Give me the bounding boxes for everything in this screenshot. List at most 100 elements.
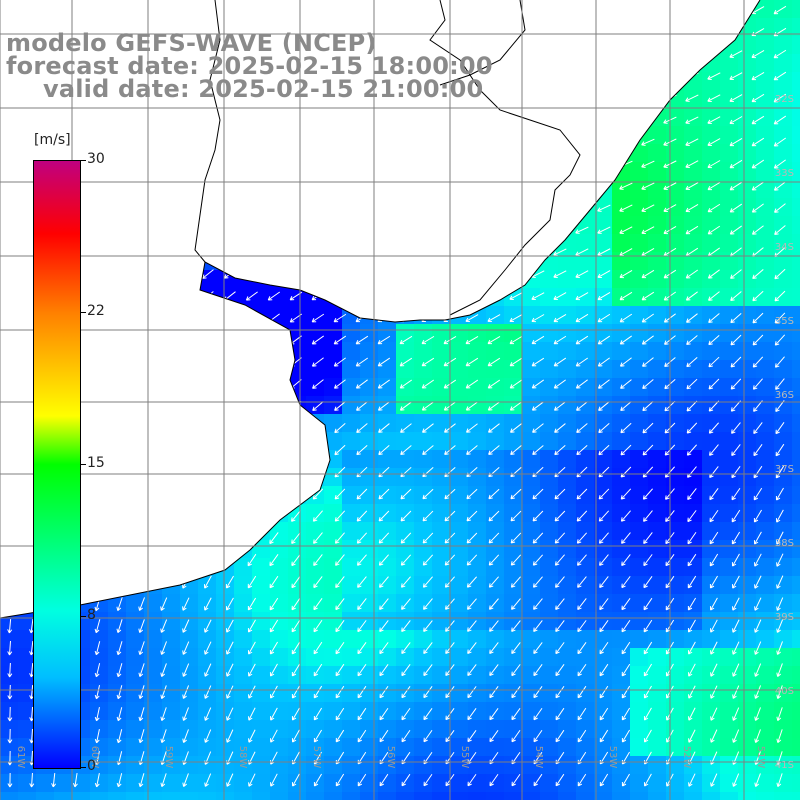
wind-arrow xyxy=(575,313,589,323)
field-cell xyxy=(450,612,468,630)
field-cell xyxy=(486,666,504,684)
field-cell xyxy=(792,162,800,180)
field-cell xyxy=(360,702,378,720)
field-cell xyxy=(576,432,594,450)
field-cell xyxy=(378,684,396,702)
wind-arrow xyxy=(160,773,167,788)
wind-arrow xyxy=(753,422,763,435)
field-cell xyxy=(738,486,756,504)
wind-arrow xyxy=(775,378,785,390)
wind-arrow xyxy=(531,292,545,301)
field-cell xyxy=(576,396,594,414)
field-cell xyxy=(738,162,756,180)
field-cell xyxy=(648,252,666,270)
field-cell xyxy=(180,792,198,800)
wind-arrow xyxy=(751,203,764,213)
field-cell xyxy=(396,594,414,612)
field-cell xyxy=(630,216,648,234)
field-cell xyxy=(414,576,432,594)
wind-arrow xyxy=(182,773,189,787)
field-cell xyxy=(774,522,792,540)
field-cell xyxy=(378,666,396,684)
field-cell xyxy=(756,288,774,306)
field-cell xyxy=(324,468,342,486)
field-cell xyxy=(522,432,540,450)
wind-arrow xyxy=(334,423,346,434)
field-cell xyxy=(252,630,270,648)
wind-arrow xyxy=(619,335,632,345)
wind-arrow xyxy=(776,729,783,744)
field-cell xyxy=(630,324,648,342)
wind-arrow xyxy=(776,531,784,545)
field-cell xyxy=(648,234,666,252)
wind-arrow xyxy=(465,357,479,367)
wind-arrow xyxy=(510,510,522,522)
wind-arrow xyxy=(333,313,347,323)
wind-arrow xyxy=(731,531,741,545)
wind-arrow xyxy=(202,269,214,279)
field-cell xyxy=(378,486,396,504)
field-cell xyxy=(774,396,792,414)
field-cell xyxy=(666,306,684,324)
field-cell xyxy=(738,270,756,288)
wind-arrow xyxy=(707,225,721,235)
field-cell xyxy=(324,612,342,630)
wind-arrow xyxy=(754,707,761,721)
field-cell xyxy=(774,234,792,252)
field-cell xyxy=(252,576,270,594)
field-cell xyxy=(792,594,800,612)
wind-arrow xyxy=(422,510,434,522)
field-cell xyxy=(684,648,702,666)
wind-arrow xyxy=(401,664,411,677)
field-cell xyxy=(90,630,108,648)
field-cell xyxy=(216,792,234,800)
wind-arrow xyxy=(531,335,545,345)
wind-arrow xyxy=(204,707,212,721)
field-cell xyxy=(558,306,576,324)
wind-arrow xyxy=(487,335,501,345)
field-cell xyxy=(162,630,180,648)
field-cell xyxy=(774,468,792,486)
wind-arrow xyxy=(575,226,589,234)
wind-arrow xyxy=(732,663,740,677)
wind-arrow xyxy=(138,641,145,656)
field-cell xyxy=(468,702,486,720)
field-cell xyxy=(288,702,306,720)
field-cell xyxy=(360,378,378,396)
wind-arrow xyxy=(422,532,434,544)
field-cell xyxy=(126,756,144,774)
wind-arrow xyxy=(334,488,346,500)
wind-arrow xyxy=(116,773,123,788)
field-cell xyxy=(792,378,800,396)
wind-arrow xyxy=(775,487,784,501)
field-cell xyxy=(468,360,486,378)
field-cell xyxy=(540,774,558,792)
field-cell xyxy=(648,666,666,684)
field-cell xyxy=(630,270,648,288)
wind-arrow xyxy=(599,576,609,588)
wind-arrow xyxy=(730,291,742,302)
field-cell xyxy=(648,630,666,648)
field-cell xyxy=(792,558,800,576)
field-cell xyxy=(792,252,800,270)
field-cell xyxy=(558,432,576,450)
field-cell xyxy=(594,468,612,486)
field-cell xyxy=(756,666,774,684)
field-cell xyxy=(324,702,342,720)
field-cell xyxy=(288,666,306,684)
wind-arrow xyxy=(291,532,301,544)
wind-arrow xyxy=(708,400,720,412)
wind-arrow xyxy=(333,335,347,345)
field-cell xyxy=(666,180,684,198)
field-cell xyxy=(468,522,486,540)
field-cell xyxy=(558,756,576,774)
field-cell xyxy=(414,504,432,522)
field-cell xyxy=(594,702,612,720)
wind-arrow xyxy=(685,94,699,102)
wind-arrow xyxy=(423,773,433,787)
wind-arrow xyxy=(576,554,587,566)
field-cell xyxy=(558,666,576,684)
field-cell xyxy=(684,270,702,288)
field-cell xyxy=(360,558,378,576)
field-cell xyxy=(648,162,666,180)
